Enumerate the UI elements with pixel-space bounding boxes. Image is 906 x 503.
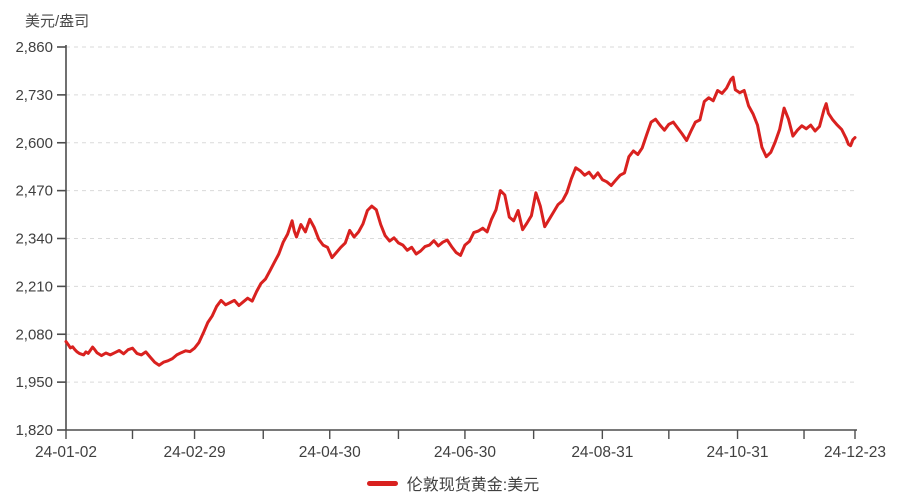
- y-tick-label: 2,470: [15, 183, 53, 200]
- x-tick-label: 24-08-31: [571, 444, 633, 461]
- y-tick-label: 2,860: [15, 39, 53, 56]
- chart-legend: 伦敦现货黄金:美元: [0, 471, 906, 495]
- y-tick-label: 1,950: [15, 374, 53, 391]
- y-tick-label: 2,340: [15, 231, 53, 248]
- y-tick-label: 2,600: [15, 135, 53, 152]
- y-tick-label: 2,080: [15, 326, 53, 343]
- x-tick-label: 24-06-30: [434, 444, 496, 461]
- x-tick-label: 24-01-02: [35, 444, 97, 461]
- y-axis-unit-label: 美元/盎司: [25, 13, 90, 30]
- gold-price-line: [64, 75, 857, 367]
- legend-line-swatch: [366, 480, 398, 486]
- x-tick-label: 24-10-31: [707, 444, 769, 461]
- x-tick-label: 24-02-29: [164, 444, 226, 461]
- y-tick-label: 2,210: [15, 278, 53, 295]
- y-tick-label: 2,730: [15, 87, 53, 104]
- legend-series-label: 伦敦现货黄金:美元: [406, 477, 540, 494]
- x-tick-label: 24-12-23: [824, 444, 886, 461]
- y-tick-label: 1,820: [15, 422, 53, 439]
- x-tick-label: 24-04-30: [299, 444, 361, 461]
